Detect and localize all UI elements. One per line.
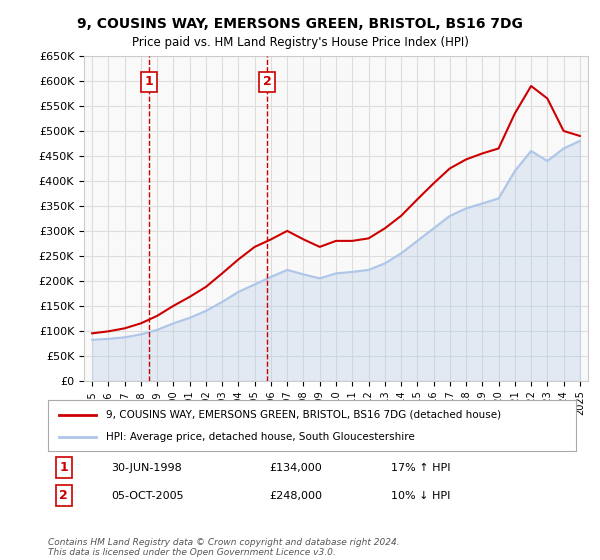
Text: 1: 1 <box>59 461 68 474</box>
Text: £248,000: £248,000 <box>270 491 323 501</box>
Text: 9, COUSINS WAY, EMERSONS GREEN, BRISTOL, BS16 7DG: 9, COUSINS WAY, EMERSONS GREEN, BRISTOL,… <box>77 17 523 31</box>
Text: 10% ↓ HPI: 10% ↓ HPI <box>391 491 451 501</box>
Text: £134,000: £134,000 <box>270 463 323 473</box>
Text: HPI: Average price, detached house, South Gloucestershire: HPI: Average price, detached house, Sout… <box>106 432 415 442</box>
Text: 1: 1 <box>145 76 154 88</box>
Text: Contains HM Land Registry data © Crown copyright and database right 2024.
This d: Contains HM Land Registry data © Crown c… <box>48 538 400 557</box>
Text: 2: 2 <box>263 76 271 88</box>
Text: Price paid vs. HM Land Registry's House Price Index (HPI): Price paid vs. HM Land Registry's House … <box>131 36 469 49</box>
Text: 9, COUSINS WAY, EMERSONS GREEN, BRISTOL, BS16 7DG (detached house): 9, COUSINS WAY, EMERSONS GREEN, BRISTOL,… <box>106 409 501 419</box>
Text: 2: 2 <box>59 489 68 502</box>
Text: 05-OCT-2005: 05-OCT-2005 <box>112 491 184 501</box>
Text: 30-JUN-1998: 30-JUN-1998 <box>112 463 182 473</box>
Text: 17% ↑ HPI: 17% ↑ HPI <box>391 463 451 473</box>
